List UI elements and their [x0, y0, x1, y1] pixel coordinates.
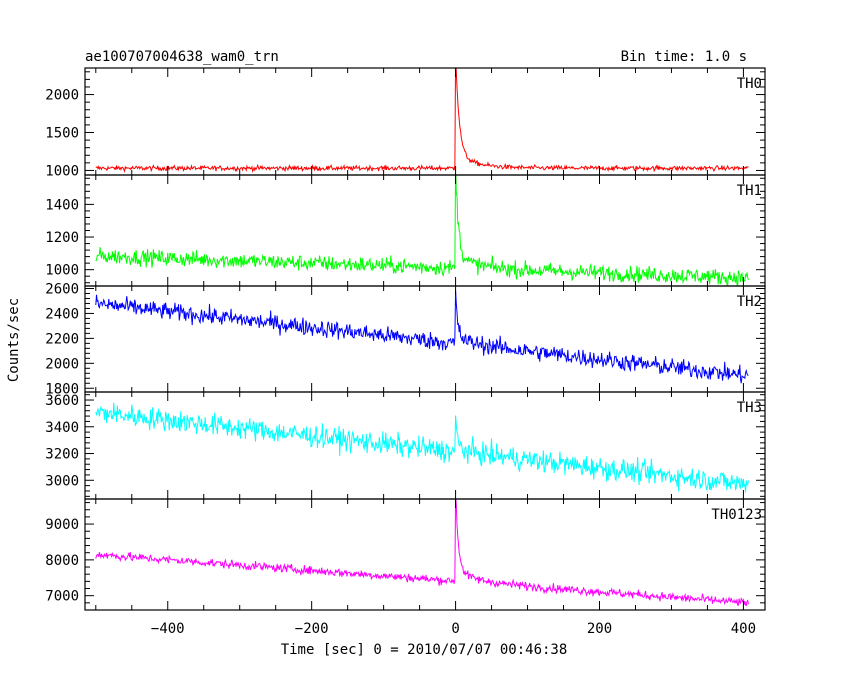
- panel-th0: 1000 1500 2000 TH0: [45, 67, 766, 179]
- y-tick-label: 3000: [45, 473, 79, 489]
- y-tick-label: 9000: [45, 517, 79, 533]
- y-tick-label: 1500: [45, 126, 79, 142]
- y-tick-label: 2400: [45, 306, 79, 322]
- x-tick-label: −200: [295, 621, 329, 637]
- series-line-th0123: [95, 499, 749, 607]
- y-tick-label: 2200: [45, 331, 79, 347]
- chart-title: ae100707004638_wam0_trn: [85, 49, 279, 65]
- panel-th2: 1800 2000 2200 2400 2600 TH2: [45, 281, 766, 397]
- y-tick-label: 3400: [45, 420, 79, 436]
- x-axis-label: Time [sec] 0 = 2010/07/07 00:46:38: [281, 642, 568, 658]
- panel-th3: 3000 3200 3400 3600 TH3: [45, 391, 766, 500]
- panel-th0123: 7000 8000 9000 TH0123: [45, 498, 766, 611]
- y-axis-label: Counts/sec: [6, 298, 22, 382]
- panel-label: TH0123: [711, 507, 762, 523]
- panel-label: TH1: [737, 183, 762, 199]
- x-tick-label: −400: [151, 621, 185, 637]
- x-tick-label: 200: [587, 621, 612, 637]
- y-tick-label: 2000: [45, 88, 79, 104]
- series-line-th0: [95, 68, 749, 174]
- panel-th1: 1000 1200 1400 TH1: [45, 174, 766, 287]
- x-tick-label: 0: [451, 621, 459, 637]
- y-tick-label: 1800: [45, 381, 79, 397]
- panel-frame: [84, 498, 766, 611]
- y-tick-label: 1000: [45, 163, 79, 179]
- y-tick-label: 7000: [45, 589, 79, 605]
- panel-label: TH0: [737, 76, 762, 92]
- x-axis: −400 −200 0 200 400: [151, 621, 756, 637]
- panel-label: TH2: [737, 294, 762, 310]
- y-tick-label: 2600: [45, 281, 79, 297]
- panel-label: TH3: [737, 400, 762, 416]
- series-line-th1: [95, 175, 749, 286]
- series-line-th2: [95, 290, 749, 384]
- x-tick-label: 400: [731, 621, 756, 637]
- series-line-th3: [95, 402, 749, 493]
- y-tick-label: 3600: [45, 393, 79, 409]
- panels-group: 1000 1500 2000 TH0 1000 1200 1400 TH1 1800 2000 22…: [45, 67, 766, 611]
- panel-frame: [84, 67, 766, 176]
- y-tick-label: 8000: [45, 553, 79, 569]
- y-tick-label: 2000: [45, 356, 79, 372]
- y-tick-label: 1200: [45, 230, 79, 246]
- y-tick-label: 3200: [45, 447, 79, 463]
- y-tick-label: 1000: [45, 263, 79, 279]
- y-tick-label: 1400: [45, 197, 79, 213]
- bin-time-label: Bin time: 1.0 s: [621, 49, 747, 65]
